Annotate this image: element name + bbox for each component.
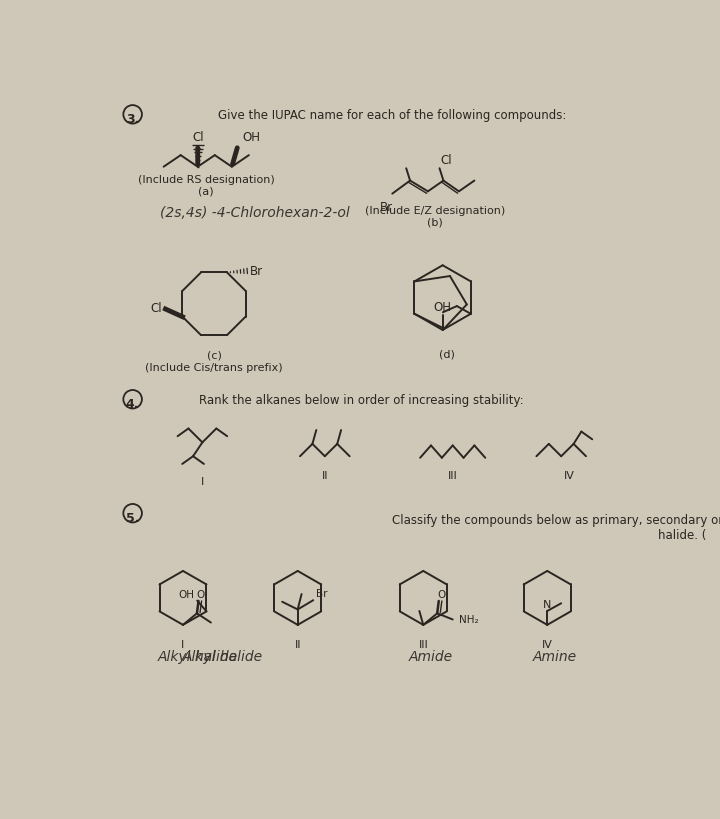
- Text: 5.: 5.: [126, 512, 140, 525]
- Text: OH: OH: [242, 131, 260, 143]
- Text: III: III: [418, 639, 428, 649]
- Text: 3.: 3.: [126, 113, 139, 126]
- Text: IV: IV: [564, 470, 575, 481]
- Text: II: II: [294, 639, 301, 649]
- Text: Amine: Amine: [533, 649, 577, 663]
- Text: O: O: [197, 590, 205, 600]
- Text: Alkyl halide: Alkyl halide: [158, 649, 238, 663]
- Text: O: O: [437, 590, 445, 600]
- Text: OH: OH: [178, 590, 194, 600]
- Text: NH₂: NH₂: [459, 615, 479, 625]
- Text: Br: Br: [251, 265, 264, 278]
- Text: Rank the alkanes below in order of increasing stability:: Rank the alkanes below in order of incre…: [199, 393, 523, 406]
- Text: N: N: [543, 600, 552, 609]
- Text: IV: IV: [542, 639, 553, 649]
- Text: Cl: Cl: [192, 131, 204, 143]
- Text: 4.: 4.: [126, 398, 140, 411]
- Circle shape: [123, 505, 142, 523]
- Text: (Include E/Z designation)
(b): (Include E/Z designation) (b): [365, 206, 505, 228]
- Circle shape: [123, 106, 142, 124]
- Text: II: II: [322, 470, 328, 481]
- Text: Amide: Amide: [409, 649, 453, 663]
- Text: (d): (d): [438, 349, 454, 359]
- Text: III: III: [448, 470, 458, 481]
- Text: I: I: [181, 639, 184, 649]
- Text: Classify the compounds below as primary, secondary or tertiary alcohols, amines,: Classify the compounds below as primary,…: [392, 514, 720, 541]
- Text: (2s,4s) -4-Chlorohexan-2-ol: (2s,4s) -4-Chlorohexan-2-ol: [160, 206, 349, 220]
- Circle shape: [123, 391, 142, 409]
- Text: Cl: Cl: [150, 301, 161, 314]
- Text: Cl: Cl: [440, 154, 451, 167]
- Text: OH: OH: [433, 301, 451, 314]
- Text: Give the IUPAC name for each of the following compounds:: Give the IUPAC name for each of the foll…: [218, 109, 567, 122]
- Text: Br: Br: [379, 201, 392, 214]
- Text: Alkyl halide: Alkyl halide: [183, 649, 263, 663]
- Text: (c)
(Include Cis/trans prefix): (c) (Include Cis/trans prefix): [145, 351, 283, 372]
- Text: I: I: [201, 477, 204, 486]
- Text: Br: Br: [316, 588, 328, 598]
- Text: (Include RS designation)
(a): (Include RS designation) (a): [138, 175, 274, 197]
